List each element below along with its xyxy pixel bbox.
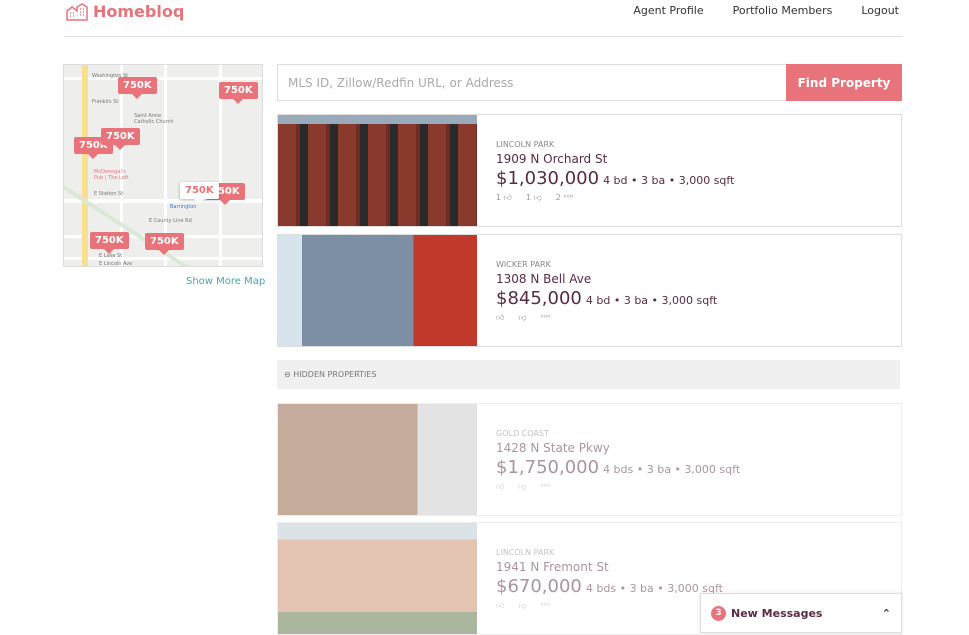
map-pin[interactable]: 750K <box>145 233 184 255</box>
map-label: McDonogal's Pub | The Loft <box>94 169 129 181</box>
listing-card[interactable]: Lincoln Park 1909 N Orchard St $1,030,00… <box>277 114 902 227</box>
listing-details: 4 bd • 3 ba • 3,000 sqft <box>603 174 735 187</box>
listing-photo <box>278 523 477 634</box>
comments-button[interactable]: 2 ᵒᵒᵒ <box>556 193 574 203</box>
map[interactable]: Washington St Franklin St Saint Anne Cat… <box>63 64 263 267</box>
like-button[interactable]: 1 👍︎ <box>496 193 512 203</box>
listing-neighborhood: Gold Coast <box>496 429 549 438</box>
map-label: E Station St <box>94 191 124 197</box>
map-label: Franklin St <box>92 99 119 105</box>
listing-address[interactable]: 1909 N Orchard St <box>496 152 608 166</box>
logo[interactable]: Homebloq <box>66 2 184 21</box>
minus-circle-icon: ⊖ <box>284 370 291 379</box>
thumbs-up-icon: 👍︎ <box>503 193 513 202</box>
show-more-map-link[interactable]: Show More Map <box>186 276 266 287</box>
listing-neighborhood: Wicker Park <box>496 260 551 269</box>
listing-address[interactable]: 1941 N Fremont St <box>496 560 609 574</box>
brand-name: Homebloq <box>93 2 185 21</box>
listing-photo <box>278 115 477 226</box>
map-pin[interactable]: 750K <box>101 128 140 150</box>
map-pin[interactable]: 750K <box>219 82 258 104</box>
people-icon[interactable]: ᵒᵒᵒ <box>540 482 551 491</box>
message-count-badge: 3 <box>711 605 726 621</box>
listing-address[interactable]: 1428 N State Pkwy <box>496 441 610 455</box>
map-pin-selected[interactable]: 750K <box>180 182 219 204</box>
listing-neighborhood: Lincoln Park <box>496 140 555 149</box>
listing-photo <box>278 404 477 515</box>
map-label: E Lake St <box>99 253 123 259</box>
listing-price: $1,030,000 <box>496 168 600 189</box>
nav-portfolio-members[interactable]: Portfolio Members <box>732 4 833 17</box>
thumbs-up-icon[interactable]: 👍︎ <box>496 482 505 491</box>
building-icon <box>66 2 88 21</box>
map-pin[interactable]: 750K <box>90 232 129 254</box>
listing-card[interactable]: Wicker Park 1308 N Bell Ave $845,000 4 bd… <box>277 234 902 347</box>
people-icon: ᵒᵒᵒ <box>563 193 574 202</box>
hidden-properties-toggle[interactable]: ⊖ HIDDEN PROPERTIES <box>277 360 900 389</box>
listing-address[interactable]: 1308 N Bell Ave <box>496 272 592 286</box>
comment-count: 2 <box>555 193 561 202</box>
thumbs-down-icon[interactable]: 👎︎ <box>518 313 527 322</box>
like-count: 1 <box>496 193 502 202</box>
listing-price: $1,750,000 <box>496 457 600 478</box>
map-label: Washington St <box>92 73 129 79</box>
thumbs-down-icon[interactable]: 👎︎ <box>518 601 527 610</box>
messages-panel[interactable]: 3 New Messages ⌃ <box>700 593 902 633</box>
listing-details: 4 bd • 3 ba • 3,000 sqft <box>585 294 718 307</box>
dislike-count: 1 <box>526 193 532 202</box>
listing-details: 4 bds • 3 ba • 3,000 sqft <box>603 463 741 476</box>
listing-neighborhood: Lincoln Park <box>496 548 555 557</box>
listing-price: $845,000 <box>496 288 582 309</box>
listing-photo <box>278 235 477 346</box>
thumbs-up-icon[interactable]: 👍︎ <box>496 313 505 322</box>
chevron-up-icon[interactable]: ⌃ <box>881 606 891 620</box>
dislike-button[interactable]: 1 👎︎ <box>526 193 542 203</box>
search-input[interactable] <box>277 64 787 101</box>
messages-label: New Messages <box>731 606 823 620</box>
people-icon[interactable]: ᵒᵒᵒ <box>540 313 551 322</box>
map-label: Barrington <box>170 204 197 210</box>
map-label: E Lincoln Ave <box>99 261 133 267</box>
thumbs-up-icon[interactable]: 👍︎ <box>496 601 505 610</box>
people-icon[interactable]: ᵒᵒᵒ <box>540 601 551 610</box>
hidden-properties-label: HIDDEN PROPERTIES <box>293 370 377 379</box>
map-pin[interactable]: 750K <box>118 77 157 99</box>
hidden-listing-card[interactable]: Lincoln Park 1941 N Fremont St $670,000 4… <box>277 522 902 635</box>
listing-details: 4 bds • 3 ba • 3,000 sqft <box>585 582 723 595</box>
find-property-button[interactable]: Find Property <box>786 64 902 101</box>
header-divider <box>64 36 902 37</box>
map-label: Saint Anne Catholic Church <box>134 113 174 125</box>
nav-agent-profile[interactable]: Agent Profile <box>633 4 704 17</box>
nav-logout[interactable]: Logout <box>861 4 899 17</box>
hidden-listing-card[interactable]: Gold Coast 1428 N State Pkwy $1,750,000 4… <box>277 403 902 516</box>
thumbs-down-icon: 👎︎ <box>533 193 542 202</box>
map-label: E County Line Rd <box>149 218 192 224</box>
listing-price: $670,000 <box>496 576 582 597</box>
top-nav: Agent Profile Portfolio Members Logout <box>633 4 899 17</box>
thumbs-down-icon[interactable]: 👎︎ <box>518 482 527 491</box>
